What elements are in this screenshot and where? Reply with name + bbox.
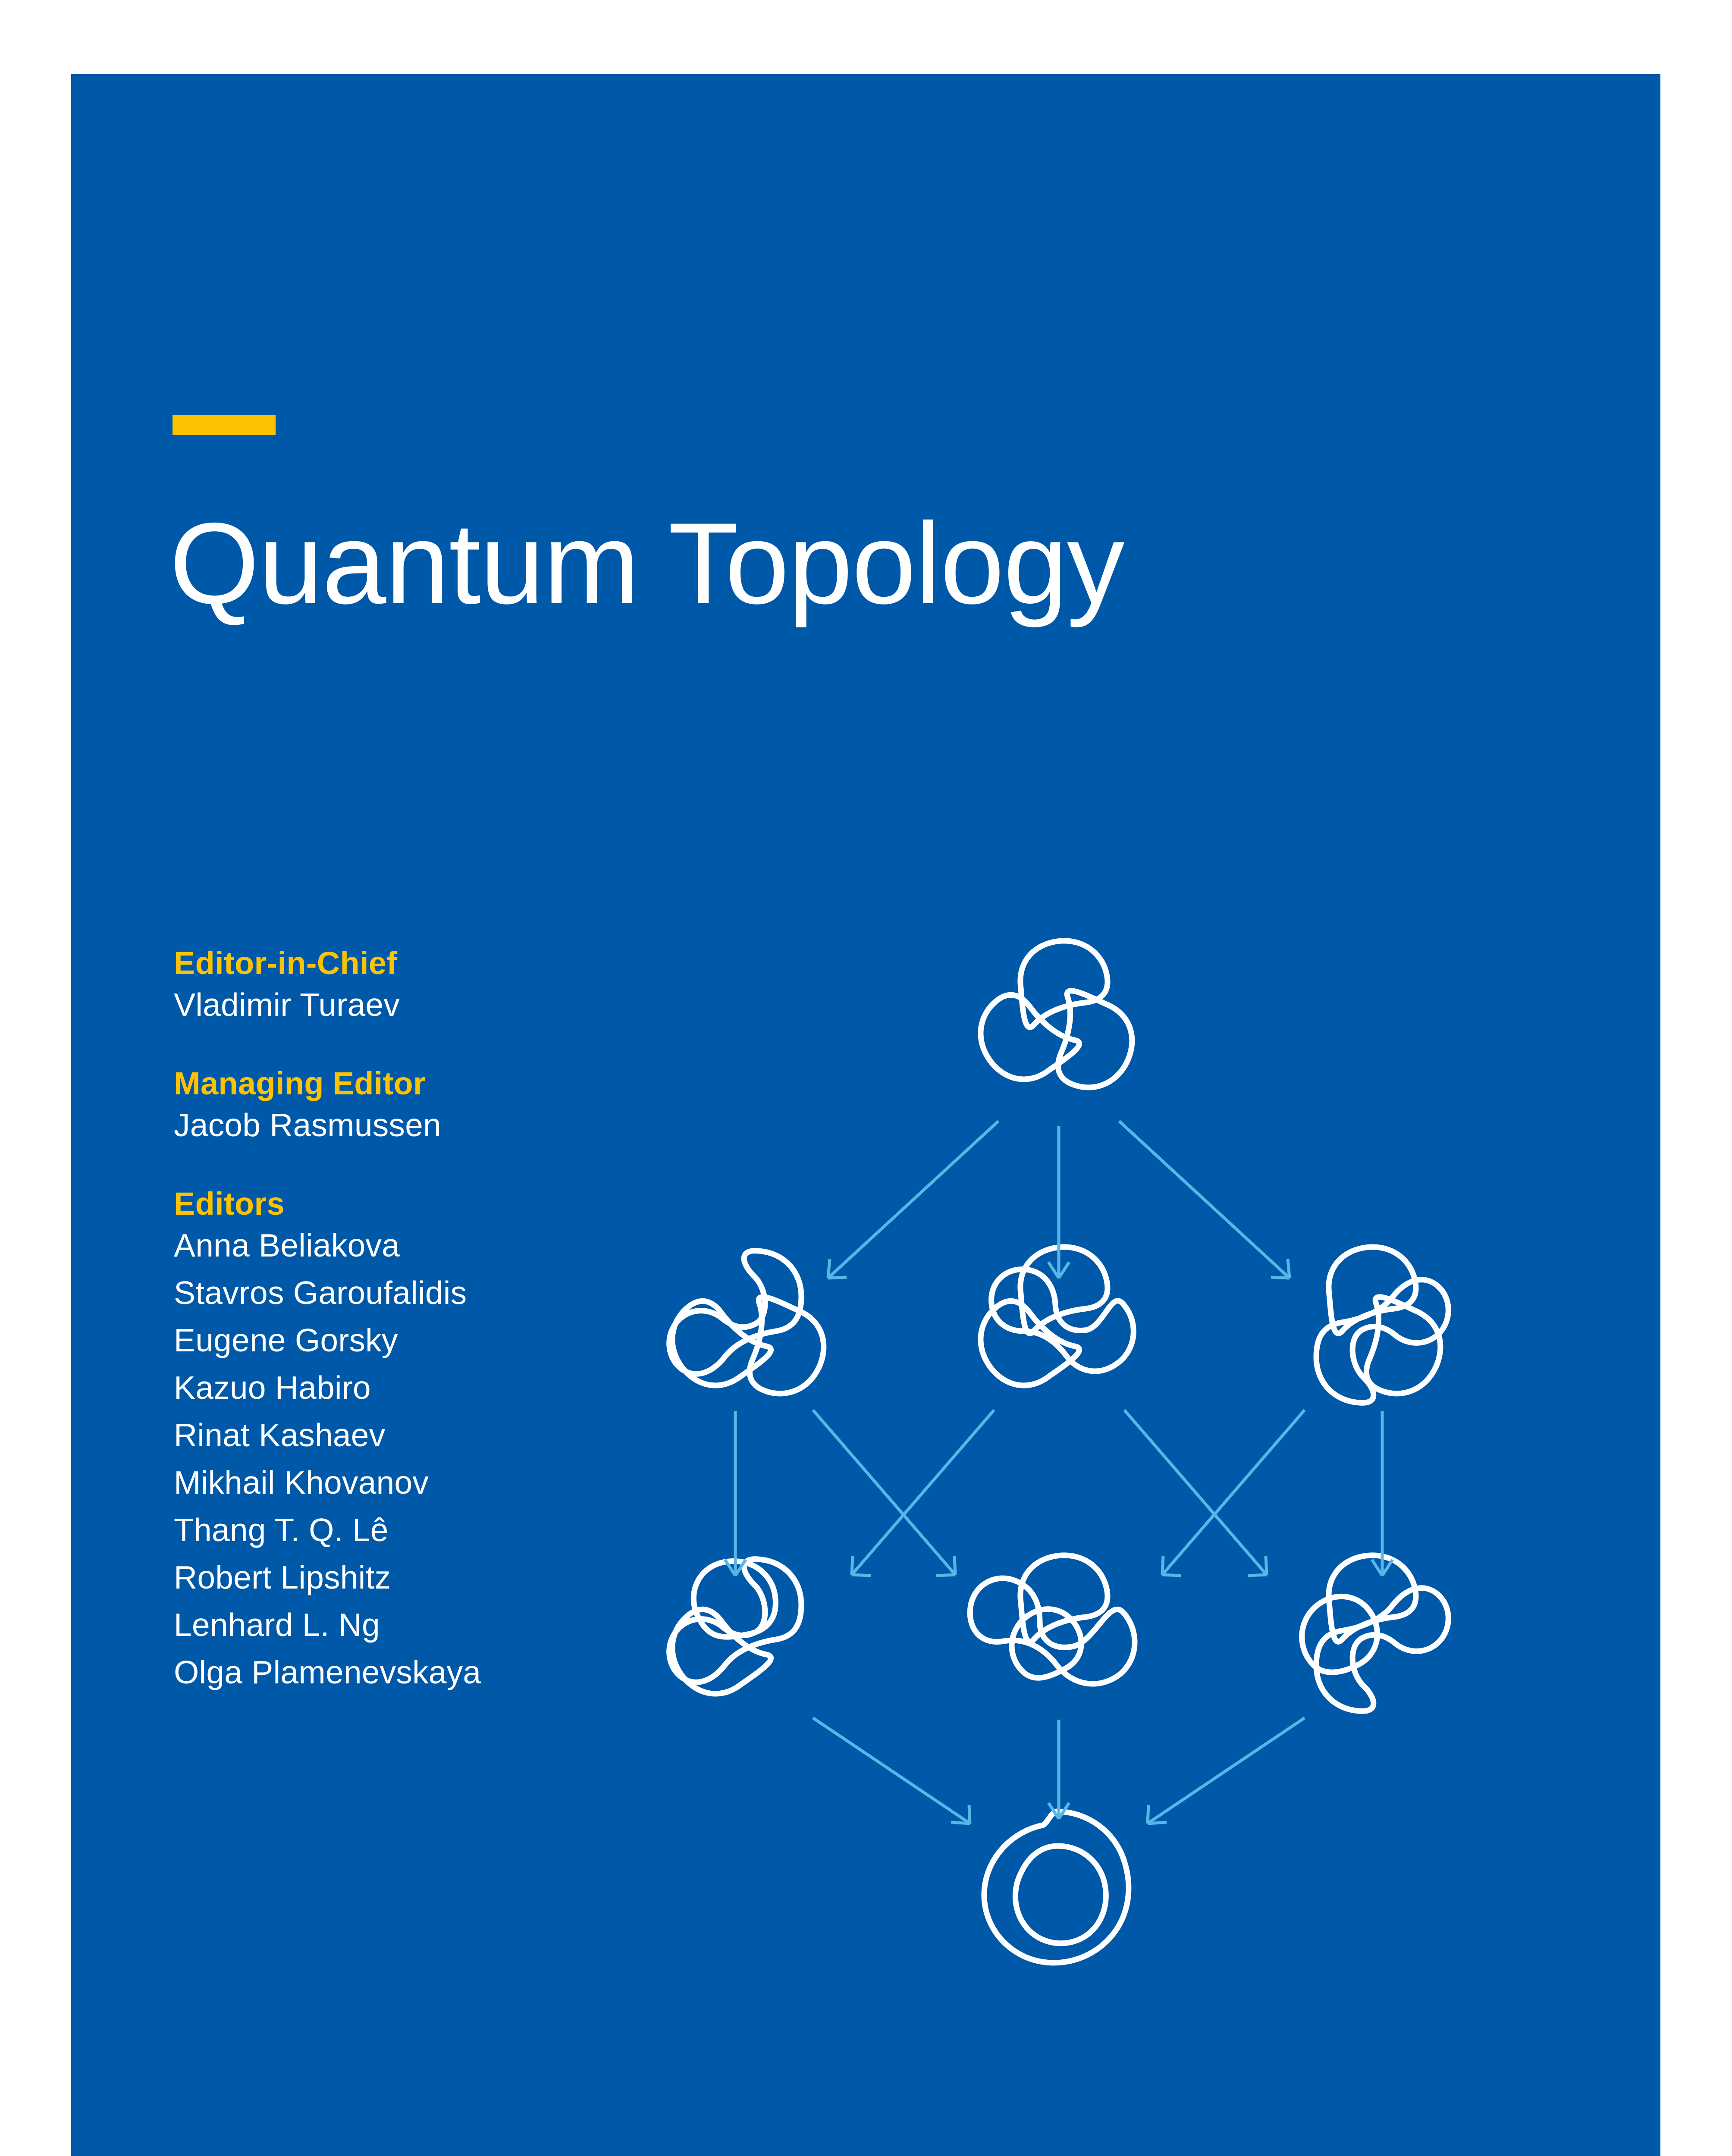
knot-node-100 xyxy=(657,1248,839,1409)
editorial-block: Editor-in-Chief Vladimir Turaev Managing… xyxy=(174,947,670,1704)
arrow-101-to-111 xyxy=(1047,1720,1070,1820)
editor-in-chief-group: Editor-in-Chief Vladimir Turaev xyxy=(174,947,670,1021)
arrow-100-to-101 xyxy=(812,1409,957,1577)
editor-name: Thang T. Q. Lê xyxy=(174,1512,389,1548)
arrow-001-to-101 xyxy=(1161,1409,1306,1577)
accent-dash-top xyxy=(173,415,276,435)
knot-node-111 xyxy=(981,1808,1132,1966)
knot-node-000 xyxy=(965,941,1147,1103)
editor-in-chief-heading: Editor-in-Chief xyxy=(174,945,398,981)
knot-node-010 xyxy=(965,1247,1136,1400)
editor-name: Anna Beliakova xyxy=(174,1227,400,1263)
editor-name: Stavros Garoufalidis xyxy=(174,1275,467,1311)
journal-title: Quantum Topology xyxy=(169,498,1125,628)
knot-node-110 xyxy=(657,1556,804,1708)
editor-name: Kazuo Habiro xyxy=(174,1369,371,1406)
arrow-000-to-100 xyxy=(826,1120,1000,1280)
knot-node-011 xyxy=(1299,1555,1451,1714)
editor-name: Eugene Gorsky xyxy=(174,1322,398,1358)
arrow-010-to-011 xyxy=(1123,1409,1268,1577)
arrow-011-to-111 xyxy=(1146,1717,1305,1825)
arrow-110-to-111 xyxy=(812,1717,972,1825)
cube-of-resolutions-artwork xyxy=(593,915,1525,2002)
editor-name: Lenhard L. Ng xyxy=(174,1607,380,1643)
knot-node-001 xyxy=(1313,1247,1456,1409)
editors-heading: Editors xyxy=(174,1186,285,1222)
arrow-000-to-001 xyxy=(1118,1120,1291,1280)
editor-in-chief-name: Vladimir Turaev xyxy=(174,987,400,1023)
editor-name: Robert Lipshitz xyxy=(174,1559,391,1595)
cover-panel: Quantum Topology Editor-in-Chief Vladimi… xyxy=(71,74,1660,2156)
editors-group: Editors Anna Beliakova Stavros Garoufali… xyxy=(174,1188,670,1689)
arrow-000-to-010 xyxy=(1047,1126,1070,1279)
managing-editor-name: Jacob Rasmussen xyxy=(174,1107,441,1143)
editor-name: Mikhail Khovanov xyxy=(174,1464,429,1501)
managing-editor-heading: Managing Editor xyxy=(174,1065,426,1101)
editor-name: Rinat Kashaev xyxy=(174,1417,386,1453)
editor-name: Olga Plamenevskaya xyxy=(174,1654,481,1690)
managing-editor-group: Managing Editor Jacob Rasmussen xyxy=(174,1068,670,1141)
arrow-010-to-110 xyxy=(850,1409,995,1577)
knot-node-101 xyxy=(967,1555,1138,1687)
arrow-001-to-011 xyxy=(1371,1411,1394,1576)
arrow-100-to-110 xyxy=(724,1411,747,1576)
